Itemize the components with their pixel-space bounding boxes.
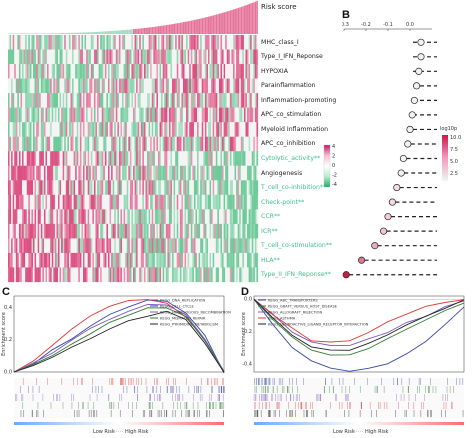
x-tick-label: -0.1 bbox=[383, 22, 393, 28]
x-tick-label: 0.0 bbox=[406, 22, 414, 28]
gsea-plot-d: 0.0 -0.2 -0.4 Enrichment score KEGG_ABC_TRAN… bbox=[241, 295, 465, 435]
legend-entry: KEGG_ABC_TRANSPORTERS bbox=[268, 299, 318, 303]
panel-d-letter: D bbox=[241, 286, 249, 298]
y-axis-label: Enrichment score bbox=[241, 312, 247, 356]
legend-tick: 5.0 bbox=[450, 159, 458, 165]
enrichment-line bbox=[13, 310, 225, 373]
legend-tick: 10.0 bbox=[450, 135, 461, 141]
heatmap-cells bbox=[8, 35, 259, 283]
correlation-dot bbox=[417, 53, 425, 61]
y-axis-label: Enrichment score bbox=[1, 312, 7, 356]
correlation-dot bbox=[415, 67, 423, 75]
risk-heatmap bbox=[8, 1, 259, 283]
x-label-high-risk: High Risk bbox=[365, 429, 389, 435]
correlation-dot bbox=[417, 38, 425, 46]
x-label-high-risk: High Risk bbox=[125, 429, 149, 435]
plot-frame bbox=[253, 295, 465, 373]
correlation-dot bbox=[408, 111, 416, 119]
correlation-dot bbox=[413, 82, 421, 90]
enrichment-line bbox=[13, 307, 225, 373]
legend-entry: KEGG_CELL_CYCLE bbox=[160, 305, 195, 309]
enrichment-line bbox=[13, 299, 225, 374]
scale-tick: 0 bbox=[332, 163, 335, 169]
heatmap-row-label: Parainflammation bbox=[261, 82, 316, 90]
y-tick-label: 0.0 bbox=[4, 370, 12, 376]
panel-c-letter: C bbox=[2, 286, 10, 298]
y-tick-label: -0.4 bbox=[242, 361, 252, 367]
heatmap-color-scale: 4 2 0 -2 -4 bbox=[323, 144, 337, 188]
legend-entry: KEGG_ALLOGRAFT_REJECTION bbox=[268, 311, 322, 315]
correlation-dot bbox=[342, 271, 350, 279]
legend-entry: KEGG_PYRIMIDINE_METABOLISM bbox=[160, 323, 218, 327]
hit-area bbox=[14, 378, 224, 418]
legend-entry: KEGG_ASTHMA bbox=[268, 317, 296, 321]
risk-score-label: Risk score bbox=[261, 3, 297, 11]
y-tick-label: -0.2 bbox=[242, 329, 252, 335]
y-tick-label: 0.4 bbox=[4, 305, 12, 311]
legend-entry: KEGG_GRAFT_VERSUS_HOST_DISEASE bbox=[268, 305, 338, 309]
heatmap-row-label: APC_co_stimulation bbox=[261, 111, 322, 119]
enrichment-line bbox=[253, 298, 465, 343]
legend-title: log10p bbox=[440, 126, 457, 132]
legend-entry: KEGG_DNA_REPLICATION bbox=[160, 299, 205, 303]
heatmap-row-label: CCR** bbox=[261, 213, 281, 221]
heatmap-row-label: Inflammation-promoting bbox=[261, 96, 337, 104]
enrichment-line bbox=[253, 298, 465, 351]
enrichment-line bbox=[253, 298, 465, 372]
correlation-dot bbox=[384, 213, 392, 221]
correlation-dot bbox=[404, 140, 412, 148]
correlation-dot bbox=[397, 169, 405, 177]
correlation-dot bbox=[358, 256, 366, 264]
correlation-dot bbox=[380, 227, 388, 235]
legend-tick: 2.5 bbox=[450, 171, 458, 177]
scale-bar bbox=[323, 144, 331, 188]
legend-entry: KEGG_HOMOLOGOUS_RECOMBINATION bbox=[160, 311, 231, 315]
heatmap-row-label: Type_II_IFN_Reponse** bbox=[261, 271, 331, 279]
correlation-dot bbox=[388, 198, 396, 206]
x-tick-label: -0.3 bbox=[342, 22, 349, 28]
legend-gradient bbox=[442, 135, 448, 181]
scale-tick: 4 bbox=[332, 144, 335, 150]
correlation-dot bbox=[406, 125, 414, 133]
heatmap-row-label: HLA** bbox=[261, 256, 280, 264]
heatmap-row-label: Check-point** bbox=[261, 198, 305, 206]
heatmap-row-label: Angiogenesis bbox=[261, 169, 303, 177]
risk-score-bars bbox=[8, 1, 258, 35]
legend-tick: 7.5 bbox=[450, 147, 458, 153]
rank-gradient bbox=[254, 422, 464, 425]
correlation-dot bbox=[399, 154, 407, 163]
heatmap-row-label: Myeloid Inflammation bbox=[261, 125, 329, 133]
heatmap-row-label: HYPOXIA bbox=[261, 67, 288, 75]
legend-entry: KEGG_MISMATCH_REPAIR bbox=[160, 317, 206, 321]
scale-tick: -2 bbox=[332, 173, 337, 179]
heatmap-row-label: Cytolytic_activity** bbox=[261, 155, 321, 162]
hit-area bbox=[254, 378, 464, 418]
correlation-dot bbox=[393, 184, 401, 192]
heatmap-row-label: T_cell_co-inhibition** bbox=[261, 184, 327, 192]
x-label-low-risk: Low Risk bbox=[93, 429, 115, 435]
heatmap-row-label: T_cell_co-stimulation** bbox=[261, 242, 333, 250]
correlation-dot-plot: -0.3 -0.2 -0.1 0.0 log10p 10.0 7.5 5.0 2.5 bbox=[342, 22, 461, 279]
heatmap-row-label: APC_co_inhibition bbox=[261, 140, 316, 148]
y-tick-label: 0.2 bbox=[4, 337, 12, 343]
x-label-low-risk: Low Risk bbox=[333, 429, 355, 435]
correlation-dot bbox=[410, 96, 418, 104]
legend-entry: KEGG_NEUROACTIVE_LIGAND_RECEPTOR_INTERAC… bbox=[268, 323, 369, 327]
rank-gradient bbox=[14, 422, 224, 425]
y-tick-label: 0.0 bbox=[244, 297, 252, 303]
enrichment-line bbox=[253, 298, 465, 356]
x-tick-label: -0.2 bbox=[361, 22, 371, 28]
heatmap-row-label: MHC_class_I bbox=[261, 38, 299, 46]
gsea-plot-c: 0.4 0.2 0.0 Enrichment score KEGG_DNA_REPLIC… bbox=[1, 295, 231, 435]
enrichment-line bbox=[13, 304, 225, 373]
correlation-dot bbox=[371, 242, 379, 250]
heatmap-row-label: ICR** bbox=[261, 227, 278, 235]
heatmap-row-label: Type_I_IFN_Reponse bbox=[261, 53, 323, 61]
scale-tick: 2 bbox=[332, 154, 335, 160]
scale-tick: -4 bbox=[332, 182, 337, 188]
panel-b-letter: B bbox=[342, 9, 350, 21]
